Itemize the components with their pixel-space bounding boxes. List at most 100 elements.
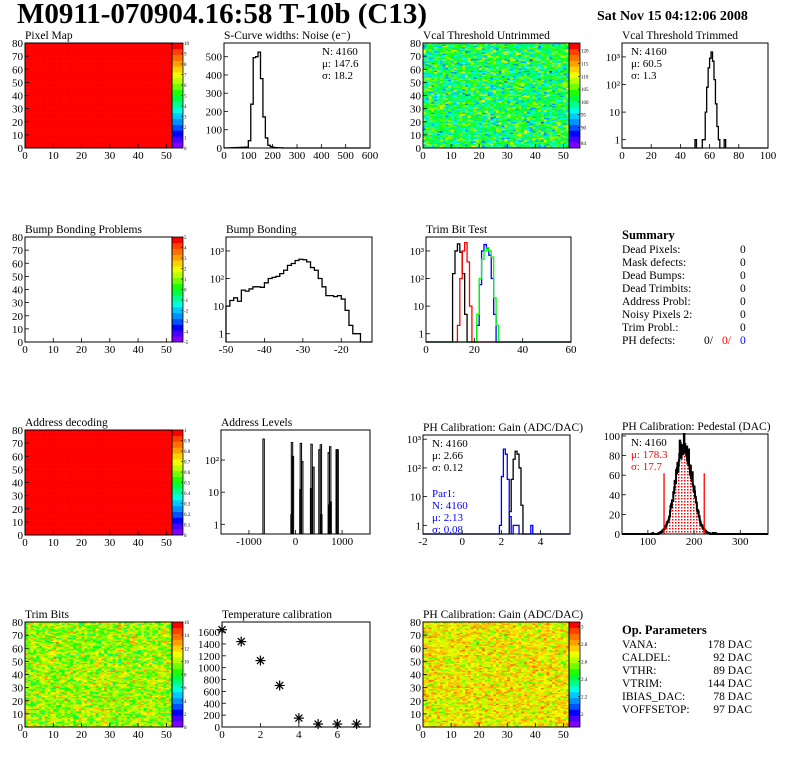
heatmap-cell	[27, 75, 31, 78]
heatmap-cell	[90, 116, 94, 119]
heatmap-cell	[41, 78, 46, 81]
heatmap-cell	[75, 67, 80, 70]
heatmap-cell	[56, 121, 60, 124]
x-tick-label: 0	[22, 150, 28, 162]
heatmap-cell	[90, 120, 94, 123]
heatmap-cell	[36, 60, 40, 62]
heatmap-cell	[64, 65, 68, 67]
heatmap-cell	[58, 99, 63, 102]
heatmap-cell	[106, 119, 111, 121]
heatmap-cell	[109, 102, 113, 104]
heatmap-cell	[115, 74, 119, 77]
heatmap-cell	[98, 145, 102, 147]
heatmap-cell	[73, 62, 77, 65]
heatmap-cell	[101, 132, 105, 134]
heatmap-cell	[64, 86, 68, 88]
heatmap-cell	[58, 113, 63, 116]
heatmap-cell	[53, 64, 57, 66]
heatmap-cell	[56, 53, 60, 56]
heatmap-cell	[118, 133, 122, 136]
heatmap-cell	[61, 56, 65, 58]
heatmap-cell	[90, 82, 94, 84]
heatmap-cell	[87, 87, 91, 90]
heatmap-cell	[95, 133, 99, 136]
heatmap-cell	[92, 86, 96, 88]
heatmap-cell	[92, 81, 96, 83]
heatmap-cell	[112, 134, 116, 137]
heatmap-cell	[58, 62, 63, 65]
heatmap-cell	[67, 65, 71, 67]
heatmap-cell	[81, 132, 85, 134]
heatmap-cell	[27, 144, 31, 146]
y-tick-label: 10	[12, 130, 24, 142]
heatmap-cell	[64, 104, 68, 107]
heatmap-cell	[78, 104, 82, 107]
heatmap-cell	[61, 82, 65, 84]
heatmap-cell	[53, 134, 57, 137]
heatmap-cell	[92, 56, 96, 58]
heatmap-cell	[44, 66, 48, 69]
heatmap-cell	[95, 103, 99, 105]
heatmap-cell	[115, 49, 119, 52]
heatmap-cell	[53, 48, 57, 50]
heatmap-cell	[44, 112, 48, 115]
heatmap-cell	[33, 53, 37, 56]
heatmap-cell	[36, 49, 40, 52]
heatmap-cell	[44, 48, 48, 50]
heatmap-cell	[33, 85, 37, 87]
heatmap-cell	[30, 50, 34, 53]
heatmap-cell	[81, 53, 85, 56]
heatmap-cell	[44, 92, 48, 95]
heatmap-cell	[75, 134, 80, 137]
heatmap-cell	[101, 121, 105, 124]
heatmap-cell	[58, 66, 63, 69]
heatmap-cell	[36, 129, 40, 132]
heatmap-cell	[118, 132, 122, 134]
heatmap-cell	[53, 123, 57, 125]
heatmap-cell	[73, 107, 77, 109]
heatmap-cell	[109, 74, 113, 77]
heatmap-cell	[50, 44, 54, 46]
heatmap-cell	[115, 79, 119, 82]
heatmap-cell	[30, 61, 34, 63]
heatmap-cell	[106, 111, 111, 113]
heatmap-cell	[61, 94, 65, 96]
heatmap-cell	[73, 106, 77, 108]
heatmap-cell	[81, 44, 85, 46]
heatmap-cell	[92, 90, 96, 92]
heatmap-cell	[70, 136, 74, 138]
heatmap-cell	[106, 142, 111, 145]
heatmap-cell	[75, 104, 80, 107]
heatmap-cell	[112, 90, 116, 92]
heatmap-cell	[61, 119, 65, 121]
heatmap-cell	[41, 88, 46, 91]
heatmap-cell	[39, 134, 43, 137]
heatmap-cell	[36, 73, 40, 75]
heatmap-cell	[41, 62, 46, 65]
heatmap-cell	[53, 130, 57, 133]
heatmap-cell	[61, 146, 65, 149]
heatmap-cell	[64, 107, 68, 109]
heatmap-cell	[30, 124, 34, 126]
heatmap-cell	[41, 82, 46, 84]
heatmap-cell	[36, 120, 40, 123]
heatmap-cell	[47, 44, 51, 46]
heatmap-cell	[81, 91, 85, 94]
heatmap-cell	[95, 112, 99, 115]
heatmap-cell	[84, 81, 88, 83]
heatmap-cell	[67, 88, 71, 91]
heatmap-cell	[84, 52, 88, 54]
heatmap-cell	[84, 98, 88, 100]
heatmap-cell	[30, 81, 34, 83]
heatmap-cell	[75, 140, 80, 142]
heatmap-cell	[53, 112, 57, 115]
heatmap-cell	[109, 88, 113, 91]
heatmap-cell	[70, 44, 74, 46]
heatmap-cell	[61, 91, 65, 94]
heatmap-cell	[39, 69, 43, 71]
heatmap-cell	[84, 115, 88, 117]
heatmap-cell	[53, 103, 57, 105]
heatmap-cell	[64, 81, 68, 83]
heatmap-cell	[112, 57, 116, 60]
heatmap-cell	[30, 127, 34, 129]
